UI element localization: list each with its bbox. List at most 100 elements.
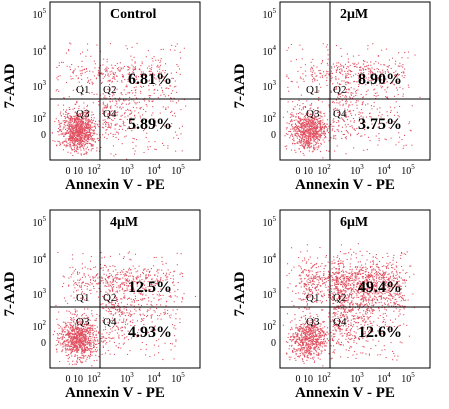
- data-point: [299, 76, 301, 78]
- data-point: [98, 342, 100, 344]
- data-point: [105, 278, 107, 280]
- data-point: [129, 282, 131, 284]
- data-point: [85, 327, 87, 329]
- data-point: [309, 131, 311, 133]
- data-point: [149, 127, 151, 129]
- data-point: [76, 118, 78, 120]
- data-point: [80, 153, 82, 155]
- data-point: [65, 111, 67, 113]
- data-point: [175, 71, 177, 73]
- data-point: [112, 327, 114, 329]
- data-point: [310, 142, 312, 144]
- data-point: [414, 54, 416, 56]
- data-point: [313, 352, 315, 354]
- data-point: [70, 276, 72, 278]
- data-point: [147, 297, 149, 299]
- data-point: [180, 57, 182, 59]
- data-point: [332, 135, 334, 137]
- data-point: [155, 329, 157, 331]
- data-point: [133, 288, 135, 290]
- data-point: [86, 115, 88, 117]
- data-point: [86, 140, 88, 142]
- data-point: [299, 325, 301, 327]
- data-point: [345, 68, 347, 70]
- data-point: [360, 71, 362, 73]
- data-point: [306, 127, 308, 129]
- data-point: [72, 140, 74, 142]
- data-point: [153, 284, 155, 286]
- data-point: [129, 67, 131, 69]
- data-point: [80, 321, 82, 323]
- data-point: [57, 338, 59, 340]
- x-tick-label-base: 0: [66, 166, 71, 177]
- data-point: [131, 130, 133, 132]
- data-point: [135, 67, 137, 69]
- data-point: [78, 335, 80, 337]
- data-point: [335, 99, 337, 101]
- data-point: [345, 91, 347, 93]
- data-point: [149, 97, 151, 99]
- data-point: [343, 120, 345, 122]
- data-point: [76, 328, 78, 330]
- data-point: [349, 104, 351, 106]
- data-point: [92, 140, 94, 142]
- data-point: [133, 313, 135, 315]
- q2-percentage: 8.90%: [358, 71, 402, 88]
- data-point: [112, 72, 114, 74]
- data-point: [313, 119, 315, 121]
- data-point: [136, 102, 138, 104]
- data-point: [344, 96, 346, 98]
- data-point: [74, 313, 76, 315]
- data-point: [92, 332, 94, 334]
- data-point: [315, 141, 317, 143]
- data-point: [65, 121, 67, 123]
- data-point: [170, 349, 172, 351]
- data-point: [103, 115, 105, 117]
- data-point: [72, 78, 74, 80]
- data-point: [174, 345, 176, 347]
- data-point: [308, 127, 310, 129]
- data-point: [107, 350, 109, 352]
- data-point: [87, 124, 89, 126]
- data-point: [119, 319, 121, 321]
- x-axis-label: Annexin V - PE: [65, 385, 165, 401]
- data-point: [82, 361, 84, 363]
- data-point: [115, 308, 117, 310]
- data-point: [106, 341, 108, 343]
- data-point: [62, 321, 64, 323]
- data-point: [61, 329, 63, 331]
- data-point: [130, 110, 132, 112]
- data-point: [293, 126, 295, 128]
- data-point: [155, 121, 157, 123]
- data-point: [89, 289, 91, 291]
- data-point: [162, 272, 164, 274]
- data-point: [88, 337, 90, 339]
- data-point: [119, 278, 121, 280]
- data-point: [126, 48, 128, 50]
- data-point: [58, 141, 60, 143]
- data-point: [344, 70, 346, 72]
- data-point: [320, 336, 322, 338]
- data-point: [144, 82, 146, 84]
- data-point: [345, 95, 347, 97]
- data-point: [317, 326, 319, 328]
- data-point: [322, 329, 324, 331]
- data-point: [170, 343, 172, 345]
- data-point: [125, 103, 127, 105]
- data-point: [317, 133, 319, 135]
- data-point: [355, 92, 357, 94]
- data-point: [88, 328, 90, 330]
- data-point: [81, 357, 83, 359]
- data-point: [111, 288, 113, 290]
- y-tick-label-exponent: 2: [43, 319, 47, 327]
- data-point: [77, 332, 79, 334]
- data-point: [66, 81, 68, 83]
- data-point: [79, 130, 81, 132]
- data-point: [116, 277, 118, 279]
- data-point: [305, 330, 307, 332]
- data-point: [81, 315, 83, 317]
- data-point: [317, 131, 319, 133]
- data-point: [303, 146, 305, 148]
- data-point: [96, 147, 98, 149]
- data-point: [76, 344, 78, 346]
